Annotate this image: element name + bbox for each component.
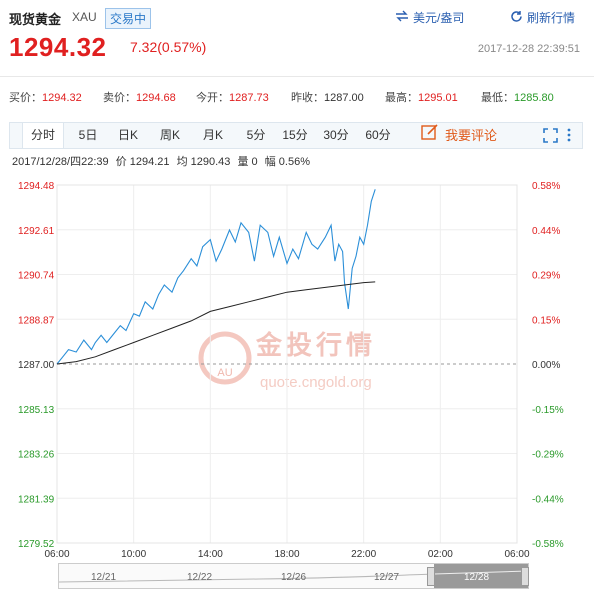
info-amp: 0.56% <box>278 156 310 168</box>
swap-icon <box>395 10 409 25</box>
tab-6[interactable]: 15分 <box>282 128 308 142</box>
stat-item: 最低：1285.80 <box>481 89 554 105</box>
comment-label: 我要评论 <box>445 128 498 143</box>
pct-tick-label: 0.00% <box>532 360 560 371</box>
info-price: 1294.21 <box>129 156 170 168</box>
x-tick-label: 22:00 <box>351 549 376 560</box>
tab-0[interactable]: 分时 <box>22 123 64 148</box>
pct-tick-label: -0.29% <box>532 450 564 461</box>
pct-tick-label: 0.44% <box>532 226 560 237</box>
instrument-code: XAU <box>72 10 97 24</box>
currency-unit-label: 美元/盎司 <box>413 11 465 25</box>
fullscreen-icon[interactable] <box>543 128 558 148</box>
current-price: 1294.32 <box>9 32 107 62</box>
watermark-text: 金投行情 <box>255 330 376 360</box>
stat-item: 卖价：1294.68 <box>103 89 176 105</box>
comment-button[interactable]: 我要评论 <box>421 123 497 148</box>
stat-label: 昨收： <box>291 92 324 104</box>
average-series-line <box>56 281 376 365</box>
y-tick-label: 1279.52 <box>18 539 55 550</box>
intraday-price-chart[interactable]: AU 金投行情 quote.cngold.org 1294.48 0.58% 129… <box>0 170 594 595</box>
navigator-left-handle[interactable] <box>427 567 435 586</box>
edit-icon <box>421 123 439 148</box>
stat-label: 买价： <box>9 92 42 104</box>
navigator-date-label: 12/22 <box>187 572 213 583</box>
tab-4[interactable]: 月K <box>202 128 223 142</box>
pct-tick-label: 0.58% <box>532 181 560 192</box>
info-vol: 0 <box>251 156 258 168</box>
instrument-title: 现货黄金 <box>9 12 62 27</box>
y-tick-label: 1292.61 <box>18 226 55 237</box>
x-tick-label: 10:00 <box>121 549 146 560</box>
y-tick-label: 1290.74 <box>18 271 55 282</box>
trading-status-badge: 交易中 <box>105 8 152 29</box>
chart-period-tabs: 分时 5日 日K 周K 月K 5分 15分 30分 60分 我要评论 <box>9 122 583 149</box>
y-tick-label: 1281.39 <box>18 494 55 505</box>
stat-value: 1295.01 <box>418 92 458 104</box>
info-datetime: 2017/12/28/四22:39 <box>12 156 109 168</box>
navigator-right-handle[interactable] <box>521 567 529 586</box>
currency-unit-link[interactable]: 美元/盎司 <box>395 9 464 26</box>
stat-value: 1287.73 <box>229 92 269 104</box>
y-tick-label: 1288.87 <box>18 315 55 326</box>
tab-5[interactable]: 5分 <box>246 128 266 142</box>
crosshair-info-line: 2017/12/28/四22:39 价 1294.21 均 1290.43 量 … <box>12 153 310 169</box>
y-tick-label: 1294.48 <box>18 181 55 192</box>
pct-tick-label: -0.15% <box>532 405 564 416</box>
navigator-date-label: 12/27 <box>374 572 400 583</box>
refresh-icon <box>510 10 523 26</box>
x-tick-label: 14:00 <box>198 549 223 560</box>
quote-timestamp: 2017-12-28 22:39:51 <box>477 43 580 55</box>
stat-item: 最高：1295.01 <box>385 89 458 105</box>
x-tick-label: 06:00 <box>44 549 69 560</box>
y-tick-label: 1287.00 <box>18 360 55 371</box>
stat-label: 今开： <box>196 92 229 104</box>
stat-value: 1294.32 <box>42 92 82 104</box>
stat-item: 昨收：1287.00 <box>291 89 364 105</box>
stat-label: 卖价： <box>103 92 136 104</box>
info-avg: 1290.43 <box>190 156 231 168</box>
refresh-label: 刷新行情 <box>527 11 576 25</box>
watermark-logo: AU <box>217 367 232 379</box>
info-price-label: 价 <box>115 156 127 168</box>
header-divider <box>0 76 594 77</box>
pct-tick-label: -0.58% <box>532 539 564 550</box>
tab-3[interactable]: 周K <box>159 128 180 142</box>
price-change: 7.32(0.57%) <box>130 39 207 55</box>
refresh-quotes-link[interactable]: 刷新行情 <box>510 9 575 26</box>
tab-2[interactable]: 日K <box>117 128 138 142</box>
tab-8[interactable]: 60分 <box>365 128 391 142</box>
tab-1[interactable]: 5日 <box>78 128 98 142</box>
pct-tick-label: 0.29% <box>532 271 560 282</box>
x-tick-label: 06:00 <box>504 549 529 560</box>
stat-value: 1287.00 <box>324 92 364 104</box>
x-tick-label: 02:00 <box>428 549 453 560</box>
y-tick-label: 1285.13 <box>18 405 55 416</box>
stat-label: 最高： <box>385 92 418 104</box>
navigator-date-label: 12/21 <box>91 572 117 583</box>
stat-value: 1294.68 <box>136 92 176 104</box>
stat-item: 买价：1294.32 <box>9 89 82 105</box>
pct-tick-label: 0.15% <box>532 315 560 326</box>
price-series-line <box>56 189 376 365</box>
stat-item: 今开：1287.73 <box>196 89 269 105</box>
navigator-date-label: 12/26 <box>281 572 307 583</box>
tab-7[interactable]: 30分 <box>323 128 349 142</box>
pct-tick-label: -0.44% <box>532 494 564 505</box>
x-tick-label: 18:00 <box>274 549 299 560</box>
time-navigator[interactable]: 12/21 12/22 12/26 12/27 12/28 <box>58 563 529 589</box>
info-avg-label: 均 <box>176 156 188 168</box>
watermark: AU 金投行情 quote.cngold.org <box>198 330 376 391</box>
watermark-url: quote.cngold.org <box>260 374 372 391</box>
more-options-icon[interactable] <box>566 127 572 148</box>
info-amp-label: 幅 <box>264 156 276 168</box>
navigator-date-label: 12/28 <box>464 572 490 583</box>
stat-label: 最低： <box>481 92 514 104</box>
y-tick-label: 1283.26 <box>18 450 55 461</box>
stat-value: 1285.80 <box>514 92 554 104</box>
info-vol-label: 量 <box>237 156 249 168</box>
